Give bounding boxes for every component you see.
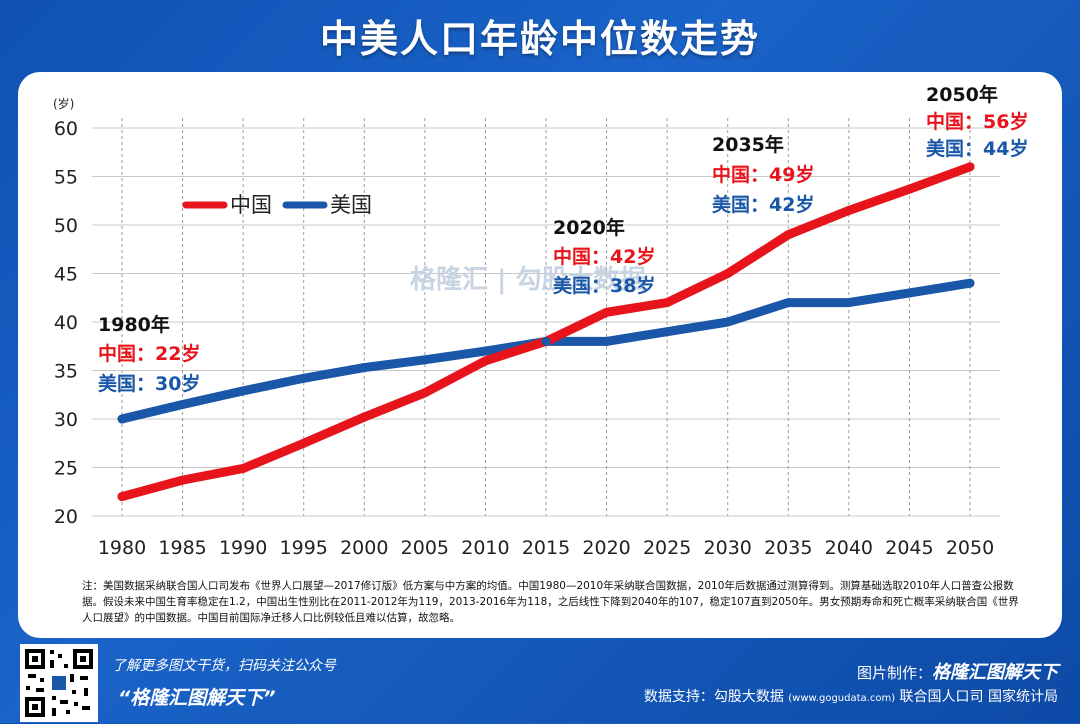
x-tick-label: 2005 — [401, 537, 449, 559]
maker-label: 图片制作： — [856, 664, 932, 682]
data-point-usa — [420, 355, 430, 365]
annotation-china: 中国：56岁 — [926, 110, 1028, 133]
footer-account-name: “格隆汇图解天下” — [118, 687, 276, 709]
data-point-china — [238, 463, 248, 473]
x-axis-ticks: 1980 1985 1990 1995 2000 2005 2010 2015 2020 2025… — [98, 537, 994, 559]
data-point-china — [723, 269, 733, 278]
maker-name: 格隆汇图解天下 — [932, 662, 1058, 683]
data-point-usa — [602, 336, 612, 346]
qr-pattern-icon — [22, 646, 96, 720]
data-point-usa — [783, 298, 793, 308]
data-point-usa — [480, 346, 490, 356]
x-tick-label: 1990 — [219, 537, 267, 559]
annotation-china: 中国：49岁 — [712, 163, 814, 186]
x-tick-label: 2050 — [946, 537, 994, 559]
annotation-usa: 美国：42岁 — [712, 193, 814, 216]
annotation-2020: 2020年 中国：42岁 美国：38岁 — [553, 216, 655, 297]
y-tick-label: 45 — [54, 264, 78, 286]
data-point-china — [117, 492, 127, 502]
y-tick-label: 20 — [54, 506, 78, 528]
annotation-year: 2020年 — [553, 216, 625, 239]
y-tick-label: 25 — [54, 458, 78, 480]
data-point-usa — [299, 373, 309, 383]
x-tick-label: 1985 — [158, 537, 206, 559]
y-tick-label: 60 — [54, 118, 78, 140]
y-tick-label: 55 — [54, 167, 78, 189]
x-tick-label: 1980 — [98, 537, 146, 559]
chart-panel — [18, 72, 1062, 638]
annotation-china: 中国：22岁 — [98, 342, 200, 365]
data-point-usa — [965, 278, 975, 288]
data-point-china — [178, 475, 188, 485]
annotation-year: 2035年 — [712, 133, 784, 156]
data-point-usa — [117, 414, 127, 424]
footer-maker: 图片制作：格隆汇图解天下 — [857, 658, 1058, 684]
data-point-china — [783, 230, 793, 240]
data-point-usa — [662, 327, 672, 337]
data-point-china — [844, 205, 854, 215]
annotation-usa: 美国：30岁 — [98, 372, 200, 395]
watermark-text: 格隆汇 | 勾股大数据 — [410, 264, 646, 295]
data-point-usa — [238, 386, 248, 396]
data-point-china — [480, 356, 490, 366]
annotation-china: 中国：42岁 — [553, 245, 655, 268]
data-point-usa — [904, 288, 914, 298]
annotation-usa: 美国：38岁 — [553, 274, 655, 297]
data-point-china — [359, 412, 369, 422]
x-tick-label: 2025 — [643, 537, 691, 559]
data-point-china — [904, 184, 914, 194]
y-tick-label: 50 — [54, 215, 78, 237]
footer-slogan: 了解更多图文干货，扫码关注公众号 — [112, 658, 336, 674]
series-line-usa — [117, 278, 975, 424]
grid-lines — [92, 118, 1000, 517]
data-point-usa — [541, 336, 551, 346]
y-tick-label: 30 — [54, 409, 78, 431]
annotation-2035: 2035年 中国：49岁 美国：42岁 — [712, 133, 814, 216]
x-tick-label: 2010 — [461, 537, 509, 559]
legend-label-china: 中国 — [230, 193, 272, 217]
data-point-china — [602, 307, 612, 317]
legend: 中国 美国 — [182, 193, 372, 217]
data-point-china — [299, 438, 309, 448]
y-tick-label: 40 — [54, 312, 78, 334]
source-label: 数据支持：勾股大数据 — [643, 689, 784, 705]
x-tick-label: 2030 — [704, 537, 752, 559]
qr-code-icon[interactable] — [20, 644, 98, 722]
annotation-year: 1980年 — [98, 313, 170, 336]
y-tick-label: 35 — [54, 361, 78, 383]
x-tick-label: 2045 — [885, 537, 933, 559]
footnote: 注：美国数据采纳联合国人口司发布《世界人口展望—2017修订版》低方案与中方案的… — [82, 580, 1019, 624]
legend-label-usa: 美国 — [330, 193, 372, 217]
x-tick-label: 1995 — [280, 537, 328, 559]
x-tick-label: 2000 — [340, 537, 388, 559]
source-url: (www.gogudata.com) — [788, 693, 896, 704]
annotation-1980: 1980年 中国：22岁 美国：30岁 — [98, 313, 200, 395]
x-tick-label: 2040 — [825, 537, 873, 559]
y-unit-label: (岁) — [53, 96, 74, 111]
annotation-year: 2050年 — [926, 83, 998, 106]
annotation-usa: 美国：44岁 — [926, 137, 1028, 160]
data-point-usa — [178, 399, 188, 409]
x-tick-label: 2015 — [522, 537, 570, 559]
data-point-usa — [359, 363, 369, 373]
source-rest: 联合国人口司 国家统计局 — [899, 689, 1058, 705]
data-point-china — [965, 162, 975, 172]
footer-source: 数据支持：勾股大数据 (www.gogudata.com) 联合国人口司 国家统… — [644, 686, 1058, 706]
chart-title: 中美人口年龄中位数走势 — [319, 17, 760, 61]
data-point-usa — [723, 317, 733, 327]
data-point-usa — [844, 298, 854, 308]
annotation-2050: 2050年 中国：56岁 美国：44岁 — [926, 83, 1028, 160]
series-lines — [117, 162, 975, 502]
data-point-china — [662, 298, 672, 308]
data-point-china — [420, 388, 430, 398]
y-axis-ticks: 20 25 30 35 40 45 50 55 60 — [54, 118, 78, 528]
x-tick-label: 2035 — [764, 537, 812, 559]
x-tick-label: 2020 — [582, 537, 630, 559]
